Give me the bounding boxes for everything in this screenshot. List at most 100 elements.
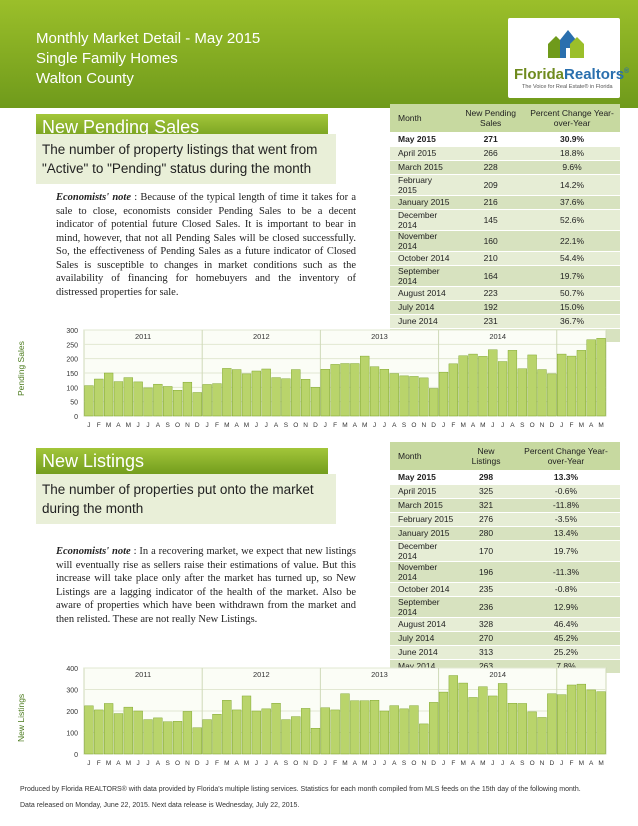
- bar: [123, 377, 133, 417]
- x-tick-label: F: [97, 422, 101, 429]
- bar: [300, 708, 311, 755]
- bar: [212, 383, 222, 417]
- x-tick-label: J: [324, 422, 327, 429]
- month-cell: January 2015: [390, 526, 461, 541]
- x-tick-label: J: [324, 760, 327, 767]
- x-tick-label: M: [342, 760, 347, 767]
- bar: [458, 682, 468, 755]
- bar: [340, 363, 350, 417]
- table-row: May 2015 298 13.3%: [390, 470, 620, 485]
- y-tick-label: 150: [66, 371, 78, 378]
- x-tick-label: M: [106, 760, 111, 767]
- bar: [103, 372, 114, 417]
- x-tick-label: O: [530, 760, 535, 767]
- y-tick-label: 300: [66, 328, 78, 335]
- month-cell: May 2015: [390, 132, 458, 147]
- bar: [389, 373, 399, 417]
- bar: [261, 708, 271, 755]
- bar: [527, 354, 537, 417]
- value-cell: 160: [457, 230, 525, 252]
- table-row: February 2015 276 -3.5%: [390, 512, 620, 527]
- month-cell: September 2014: [390, 265, 458, 287]
- bar: [586, 339, 596, 417]
- x-tick-label: S: [284, 760, 289, 767]
- x-tick-label: N: [540, 760, 545, 767]
- x-tick-label: A: [510, 760, 515, 767]
- bar: [369, 366, 380, 417]
- x-tick-label: M: [126, 422, 131, 429]
- bar: [192, 727, 202, 755]
- bar: [84, 385, 94, 417]
- year-label: 2011: [135, 670, 151, 679]
- x-tick-label: M: [362, 760, 367, 767]
- table-row: February 2015 209 14.2%: [390, 174, 620, 196]
- bar: [497, 683, 508, 755]
- percent-change-cell: 15.0%: [524, 300, 620, 315]
- bar: [379, 369, 390, 417]
- bar: [468, 353, 478, 417]
- month-cell: November 2014: [390, 230, 458, 252]
- x-tick-label: O: [175, 760, 180, 767]
- bar: [281, 719, 291, 755]
- year-label: 2012: [253, 332, 270, 341]
- percent-change-cell: 30.9%: [524, 132, 620, 147]
- bar: [291, 716, 301, 755]
- florida-realtors-logo: FloridaRealtors® The Voice for Real Esta…: [508, 18, 629, 98]
- bar: [547, 373, 557, 417]
- month-cell: January 2015: [390, 195, 458, 210]
- x-tick-label: O: [411, 422, 416, 429]
- value-cell: 216: [457, 195, 525, 210]
- bar: [212, 714, 222, 755]
- percent-change-cell: 37.6%: [524, 195, 620, 210]
- table-header: New Listings: [460, 442, 512, 471]
- bar: [172, 389, 183, 417]
- bar: [576, 683, 587, 755]
- x-tick-label: M: [579, 760, 584, 767]
- month-cell: March 2015: [390, 498, 461, 513]
- bar: [202, 384, 212, 417]
- x-tick-label: J: [442, 760, 445, 767]
- percent-change-cell: 9.6%: [524, 160, 620, 175]
- x-tick-label: M: [224, 422, 229, 429]
- x-tick-label: J: [205, 422, 208, 429]
- x-tick-label: D: [195, 422, 200, 429]
- logo-wordmark: FloridaRealtors®: [514, 66, 630, 83]
- bar: [478, 686, 488, 755]
- month-cell: June 2014: [390, 314, 458, 329]
- x-tick-label: J: [501, 760, 504, 767]
- x-tick-label: A: [510, 422, 515, 429]
- table-row: January 2015 216 37.6%: [390, 195, 620, 210]
- percent-change-cell: -0.6%: [511, 484, 620, 499]
- x-tick-label: J: [560, 422, 563, 429]
- month-cell: October 2014: [390, 582, 461, 597]
- month-cell: September 2014: [390, 596, 461, 618]
- x-tick-label: M: [106, 422, 111, 429]
- x-tick-label: J: [442, 422, 445, 429]
- bar: [222, 368, 232, 417]
- percent-change-cell: 22.1%: [524, 230, 620, 252]
- bar: [350, 700, 360, 755]
- x-tick-label: J: [491, 422, 494, 429]
- x-tick-label: A: [392, 760, 397, 767]
- month-cell: April 2015: [390, 146, 458, 161]
- value-cell: 280: [460, 526, 512, 541]
- listings-section-title: New Listings: [42, 451, 145, 471]
- x-tick-label: S: [520, 760, 525, 767]
- x-tick-label: M: [460, 422, 465, 429]
- month-cell: December 2014: [390, 540, 461, 562]
- x-tick-label: J: [560, 760, 563, 767]
- x-tick-label: M: [362, 422, 367, 429]
- x-tick-label: D: [549, 760, 554, 767]
- table-row: September 2014 236 12.9%: [390, 596, 620, 618]
- table-row: December 2014 145 52.6%: [390, 209, 620, 231]
- x-tick-label: J: [491, 760, 494, 767]
- month-cell: August 2014: [390, 617, 461, 632]
- bar: [596, 338, 606, 417]
- value-cell: 228: [457, 160, 525, 175]
- value-cell: 210: [457, 251, 525, 266]
- table-row: July 2014 270 45.2%: [390, 631, 620, 646]
- pending-economists-note: Economists' note : Because of the typica…: [56, 192, 356, 298]
- bar: [113, 713, 124, 755]
